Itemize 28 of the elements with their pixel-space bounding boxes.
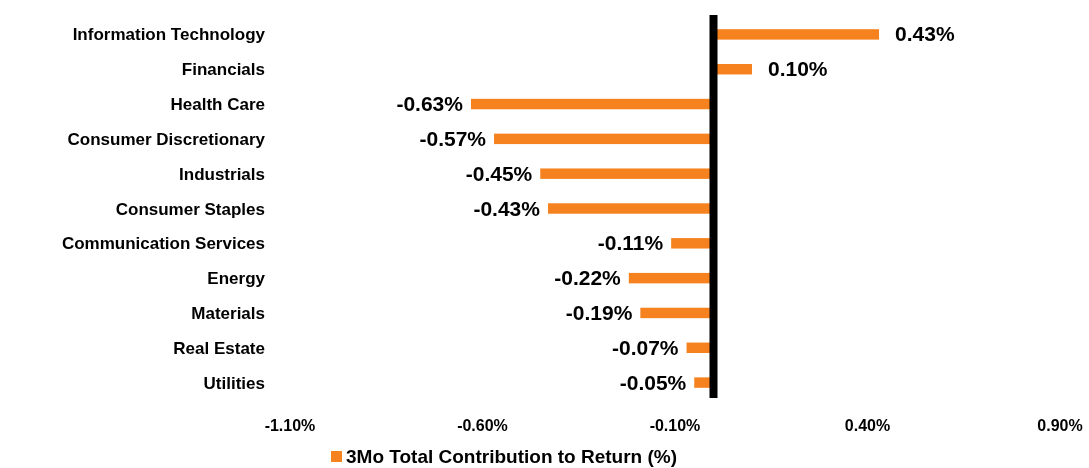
x-tick-label: 0.40% — [844, 417, 891, 434]
data-label: -0.22% — [554, 266, 622, 290]
legend-label: 3Mo Total Contribution to Return (%) — [346, 446, 678, 467]
data-label: -0.43% — [473, 196, 541, 220]
x-tick-label: 0.90% — [1037, 417, 1083, 434]
y-tick-label: Utilities — [203, 373, 265, 393]
y-tick-label: Real Estate — [173, 338, 265, 358]
data-label: -0.07% — [612, 335, 679, 359]
data-label: -0.57% — [419, 126, 487, 150]
x-tick-label: -1.10% — [264, 417, 316, 434]
data-label: -0.11% — [597, 231, 664, 255]
y-tick-label: Communication Services — [61, 234, 265, 254]
y-tick-label: Energy — [207, 269, 266, 289]
data-label: -0.63% — [396, 92, 464, 116]
y-tick-label: Consumer Discretionary — [67, 129, 266, 149]
data-label: -0.05% — [619, 370, 687, 394]
data-label: 0.10% — [768, 57, 828, 81]
data-label: -0.45% — [465, 161, 533, 185]
y-tick-label: Consumer Staples — [115, 199, 265, 219]
y-tick-label: Information Technology — [72, 25, 266, 45]
y-tick-label: Health Care — [170, 95, 265, 115]
data-label: -0.19% — [565, 300, 633, 324]
x-tick-label: -0.10% — [649, 417, 701, 434]
y-tick-label: Industrials — [179, 164, 265, 184]
data-label: 0.43% — [895, 22, 955, 46]
y-tick-label: Materials — [191, 303, 265, 323]
x-tick-label: -0.60% — [457, 417, 508, 434]
y-tick-label: Financials — [181, 60, 265, 80]
